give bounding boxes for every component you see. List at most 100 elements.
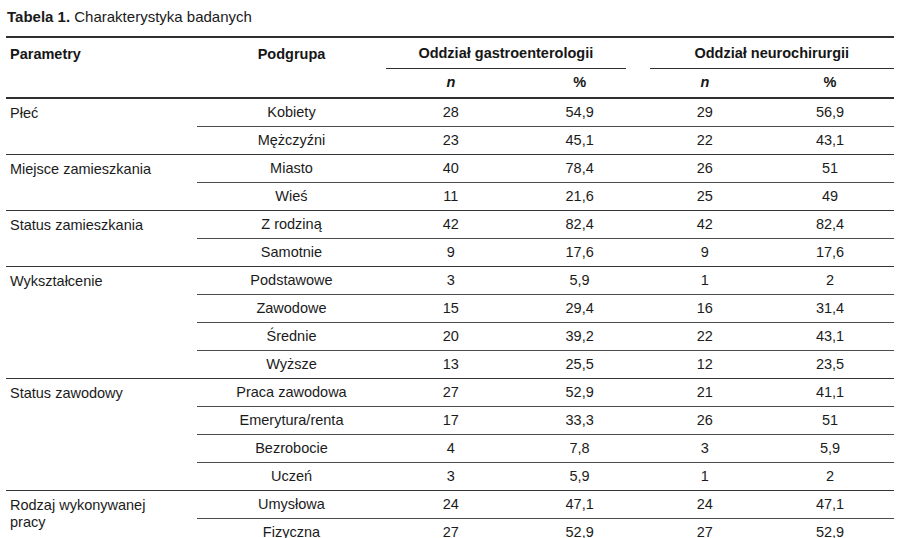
table-row: Wykształcenie Podstawowe 3 5,9 1 2 xyxy=(6,267,894,295)
value-cell: 9 xyxy=(386,239,516,267)
value-cell: 25,5 xyxy=(516,351,644,379)
subgroup-cell: Praca zawodowa xyxy=(197,379,386,407)
subgroup-cell: Emerytura/renta xyxy=(197,407,386,435)
table-header: Parametry Podgrupa Oddział gastroenterol… xyxy=(6,37,894,98)
value-cell: 52,9 xyxy=(516,519,644,538)
table-body: Płeć Kobiety 28 54,9 29 56,9 Mężczyźni 2… xyxy=(6,98,894,538)
value-cell: 29 xyxy=(644,98,767,127)
parameter-cell: Miejsce zamieszkania xyxy=(6,155,197,211)
value-cell: 56,9 xyxy=(766,98,894,127)
value-cell: 43,1 xyxy=(766,323,894,351)
value-cell: 43,1 xyxy=(766,127,894,155)
value-cell: 51 xyxy=(766,155,894,183)
subgroup-cell: Umysłowa xyxy=(197,491,386,519)
value-cell: 28 xyxy=(386,98,516,127)
value-cell: 13 xyxy=(386,351,516,379)
value-cell: 3 xyxy=(644,435,767,463)
value-cell: 54,9 xyxy=(516,98,644,127)
value-cell: 21 xyxy=(644,379,767,407)
column-header-percent-neuro: % xyxy=(766,69,894,98)
value-cell: 3 xyxy=(386,463,516,491)
subgroup-cell: Uczeń xyxy=(197,463,386,491)
table-caption: Tabela 1. Charakterystyka badanych xyxy=(7,8,894,26)
characteristics-table: Parametry Podgrupa Oddział gastroenterol… xyxy=(6,36,894,538)
subgroup-cell: Z rodziną xyxy=(197,211,386,239)
column-header-parameters: Parametry xyxy=(6,37,197,98)
parameter-cell: Wykształcenie xyxy=(6,267,197,379)
value-cell: 52,9 xyxy=(516,379,644,407)
value-cell: 39,2 xyxy=(516,323,644,351)
table-row: Status zawodowy Praca zawodowa 27 52,9 2… xyxy=(6,379,894,407)
value-cell: 17,6 xyxy=(516,239,644,267)
value-cell: 2 xyxy=(766,267,894,295)
parameter-label: Miejsce zamieszkania xyxy=(10,161,170,178)
value-cell: 11 xyxy=(386,183,516,211)
subgroup-cell: Samotnie xyxy=(197,239,386,267)
value-cell: 82,4 xyxy=(766,211,894,239)
value-cell: 29,4 xyxy=(516,295,644,323)
page: Tabela 1. Charakterystyka badanych Param… xyxy=(0,0,900,538)
table-caption-number: Tabela 1. xyxy=(7,8,70,25)
table-row: Płeć Kobiety 28 54,9 29 56,9 xyxy=(6,98,894,127)
value-cell: 16 xyxy=(644,295,767,323)
table-row: Status zamieszkania Z rodziną 42 82,4 42… xyxy=(6,211,894,239)
parameter-cell: Płeć xyxy=(6,98,197,155)
value-cell: 1 xyxy=(644,267,767,295)
header-row-groups: Parametry Podgrupa Oddział gastroenterol… xyxy=(6,37,894,69)
subgroup-cell: Mężczyźni xyxy=(197,127,386,155)
value-cell: 5,9 xyxy=(516,267,644,295)
value-cell: 27 xyxy=(386,519,516,538)
subgroup-cell: Wieś xyxy=(197,183,386,211)
column-header-percent-gastro: % xyxy=(516,69,644,98)
column-group-neurosurgery-label: Oddział neurochirurgii xyxy=(650,38,894,69)
value-cell: 51 xyxy=(766,407,894,435)
value-cell: 21,6 xyxy=(516,183,644,211)
column-group-gastroenterology: Oddział gastroenterologii xyxy=(386,37,644,69)
parameter-label: Status zawodowy xyxy=(10,385,170,402)
value-cell: 23 xyxy=(386,127,516,155)
value-cell: 5,9 xyxy=(766,435,894,463)
value-cell: 9 xyxy=(644,239,767,267)
value-cell: 24 xyxy=(386,491,516,519)
parameter-cell: Status zawodowy xyxy=(6,379,197,491)
value-cell: 7,8 xyxy=(516,435,644,463)
parameter-label: Rodzaj wykonywanej pracy xyxy=(10,497,170,531)
column-header-subgroup: Podgrupa xyxy=(197,37,386,98)
value-cell: 24 xyxy=(644,491,767,519)
subgroup-cell: Zawodowe xyxy=(197,295,386,323)
subgroup-cell: Podstawowe xyxy=(197,267,386,295)
value-cell: 2 xyxy=(766,463,894,491)
parameter-label: Status zamieszkania xyxy=(10,217,170,234)
value-cell: 17 xyxy=(386,407,516,435)
parameter-label: Płeć xyxy=(10,105,170,122)
value-cell: 22 xyxy=(644,127,767,155)
subgroup-cell: Kobiety xyxy=(197,98,386,127)
value-cell: 82,4 xyxy=(516,211,644,239)
value-cell: 4 xyxy=(386,435,516,463)
value-cell: 25 xyxy=(644,183,767,211)
value-cell: 40 xyxy=(386,155,516,183)
value-cell: 31,4 xyxy=(766,295,894,323)
value-cell: 47,1 xyxy=(516,491,644,519)
value-cell: 15 xyxy=(386,295,516,323)
subgroup-cell: Wyższe xyxy=(197,351,386,379)
table-row: Rodzaj wykonywanej pracy Umysłowa 24 47,… xyxy=(6,491,894,519)
subgroup-cell: Bezrobocie xyxy=(197,435,386,463)
column-group-neurosurgery: Oddział neurochirurgii xyxy=(644,37,894,69)
table-caption-text: Charakterystyka badanych xyxy=(74,8,252,25)
value-cell: 3 xyxy=(386,267,516,295)
value-cell: 5,9 xyxy=(516,463,644,491)
column-header-n-gastro: n xyxy=(386,69,516,98)
subgroup-cell: Fizyczna xyxy=(197,519,386,538)
value-cell: 26 xyxy=(644,155,767,183)
value-cell: 27 xyxy=(386,379,516,407)
value-cell: 27 xyxy=(644,519,767,538)
value-cell: 41,1 xyxy=(766,379,894,407)
column-group-gastroenterology-label: Oddział gastroenterologii xyxy=(386,38,626,69)
value-cell: 17,6 xyxy=(766,239,894,267)
subgroup-cell: Średnie xyxy=(197,323,386,351)
value-cell: 47,1 xyxy=(766,491,894,519)
value-cell: 78,4 xyxy=(516,155,644,183)
value-cell: 45,1 xyxy=(516,127,644,155)
value-cell: 33,3 xyxy=(516,407,644,435)
